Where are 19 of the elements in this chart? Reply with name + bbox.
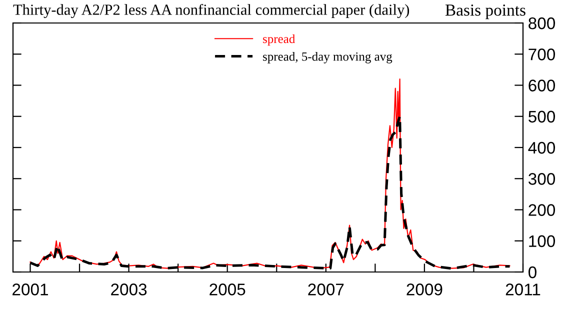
y-tick-label: 600 bbox=[528, 80, 556, 92]
y-tick-label: 400 bbox=[528, 142, 556, 154]
chart-title: Thirty-day A2/P2 less AA nonfinancial commercial paper (daily) bbox=[13, 4, 410, 18]
y-tick-label: 300 bbox=[528, 173, 556, 185]
x-tick-label: 2005 bbox=[210, 284, 246, 296]
x-tick-label: 2011 bbox=[506, 284, 540, 296]
x-tick-label: 2009 bbox=[406, 284, 442, 296]
y-axis-title: Basis points bbox=[445, 4, 526, 20]
y-tick-label: 200 bbox=[528, 204, 556, 216]
y-tick-label: 800 bbox=[528, 17, 556, 30]
x-tick-label: 2007 bbox=[308, 284, 344, 296]
y-tick-label: 700 bbox=[528, 48, 556, 60]
y-tick-label: 500 bbox=[528, 110, 556, 123]
x-tick-label: 2003 bbox=[111, 284, 147, 296]
legend-label: spread, 5-day moving avg bbox=[263, 52, 392, 64]
y-tick-label: 0 bbox=[528, 266, 536, 278]
y-tick-label: 100 bbox=[529, 235, 556, 248]
x-tick-label: 2001 bbox=[12, 284, 48, 296]
legend-label: spread bbox=[263, 34, 296, 46]
